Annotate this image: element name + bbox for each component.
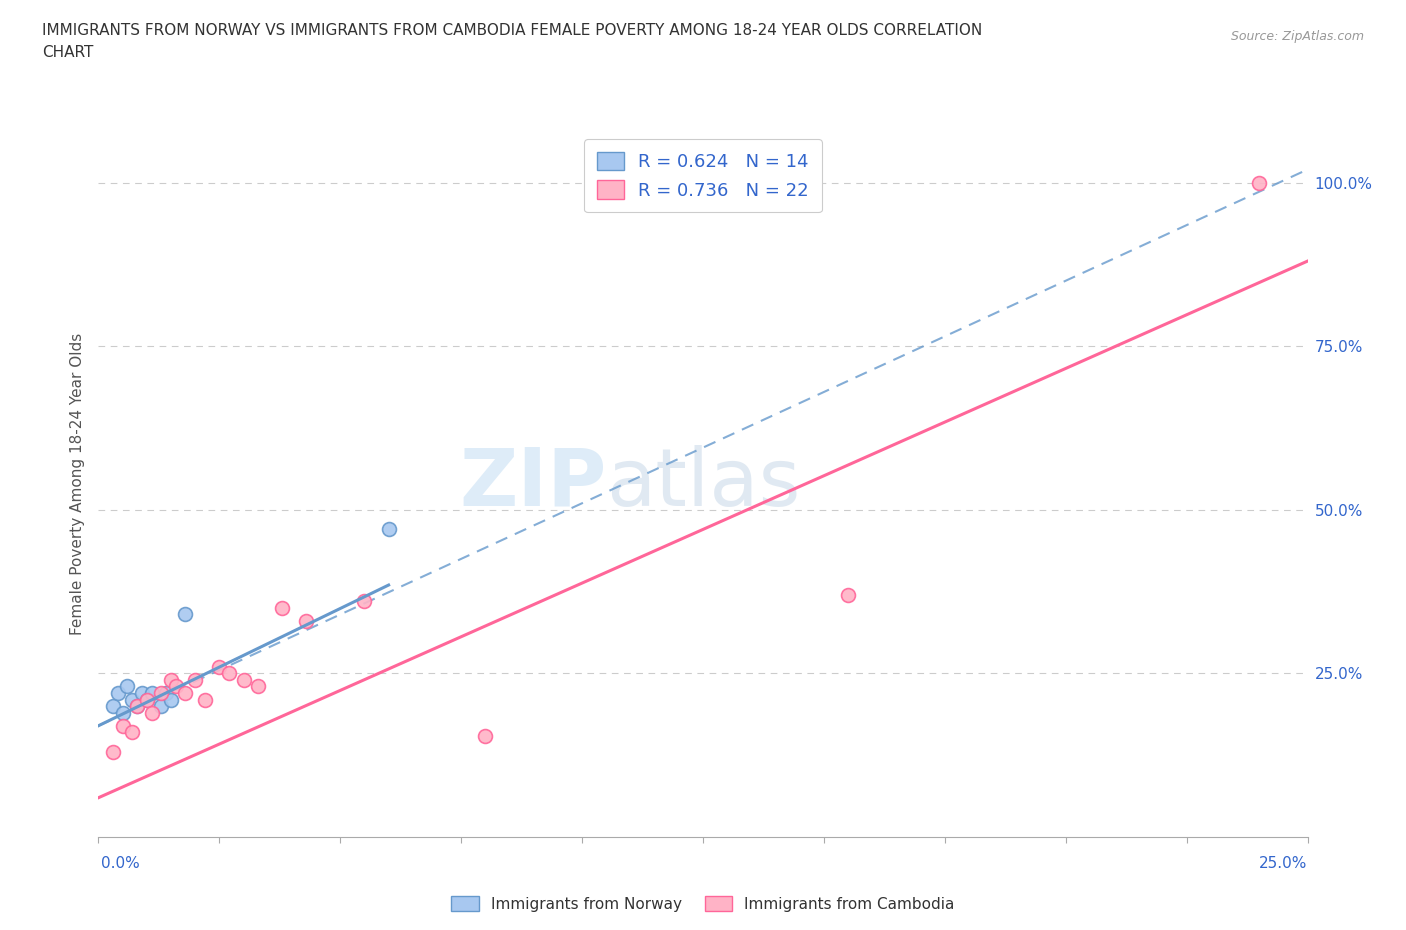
Point <box>127 698 149 713</box>
Point <box>135 692 157 707</box>
Text: ZIP: ZIP <box>458 445 606 523</box>
Point <box>353 594 375 609</box>
Point <box>160 692 183 707</box>
Point <box>377 522 399 537</box>
Point <box>141 685 163 700</box>
Point <box>111 705 134 720</box>
Point <box>165 679 187 694</box>
Point <box>155 685 177 700</box>
Legend: Immigrants from Norway, Immigrants from Cambodia: Immigrants from Norway, Immigrants from … <box>446 889 960 918</box>
Point <box>837 588 859 603</box>
Text: Source: ZipAtlas.com: Source: ZipAtlas.com <box>1230 30 1364 43</box>
Point <box>101 698 124 713</box>
Point <box>121 692 143 707</box>
Text: CHART: CHART <box>42 45 94 60</box>
Point <box>1249 175 1271 190</box>
Point <box>184 672 207 687</box>
Point <box>247 679 270 694</box>
Point <box>271 601 294 616</box>
Legend: R = 0.624   N = 14, R = 0.736   N = 22: R = 0.624 N = 14, R = 0.736 N = 22 <box>585 140 821 212</box>
Y-axis label: Female Poverty Among 18-24 Year Olds: Female Poverty Among 18-24 Year Olds <box>69 333 84 635</box>
Point <box>194 692 217 707</box>
Point <box>150 685 173 700</box>
Text: 25.0%: 25.0% <box>1260 856 1308 870</box>
Point <box>111 718 134 733</box>
Point <box>174 685 197 700</box>
Text: atlas: atlas <box>606 445 800 523</box>
Point <box>101 745 124 760</box>
Point <box>295 614 318 629</box>
Point <box>117 679 139 694</box>
Point <box>232 672 254 687</box>
Text: 0.0%: 0.0% <box>101 856 141 870</box>
Point <box>474 728 496 743</box>
Point <box>160 672 183 687</box>
Point <box>131 685 153 700</box>
Point <box>127 698 149 713</box>
Text: IMMIGRANTS FROM NORWAY VS IMMIGRANTS FROM CAMBODIA FEMALE POVERTY AMONG 18-24 YE: IMMIGRANTS FROM NORWAY VS IMMIGRANTS FRO… <box>42 23 983 38</box>
Point <box>135 692 157 707</box>
Point <box>107 685 129 700</box>
Point <box>218 666 240 681</box>
Point <box>174 607 197 622</box>
Point <box>121 724 143 739</box>
Point <box>208 659 231 674</box>
Point <box>141 705 163 720</box>
Point <box>150 698 173 713</box>
